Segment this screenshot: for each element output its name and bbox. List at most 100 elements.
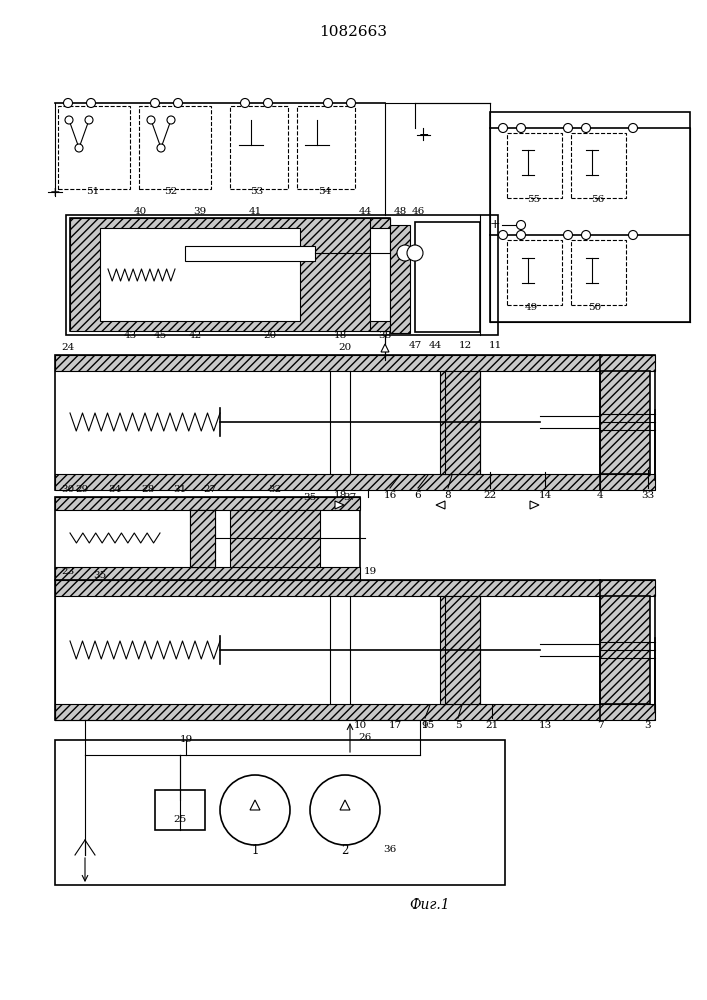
Text: 28: 28 xyxy=(141,486,155,494)
Text: 2: 2 xyxy=(341,844,349,856)
Text: 35: 35 xyxy=(93,570,107,580)
Bar xyxy=(415,222,480,332)
Bar xyxy=(55,580,655,596)
Text: 1082663: 1082663 xyxy=(319,25,387,39)
Text: 26: 26 xyxy=(358,734,372,742)
Bar xyxy=(55,474,655,490)
Text: 8: 8 xyxy=(445,490,451,499)
Polygon shape xyxy=(530,501,539,509)
Text: 31: 31 xyxy=(173,486,187,494)
Bar xyxy=(155,790,205,830)
Text: 1: 1 xyxy=(251,844,259,856)
Text: 36: 36 xyxy=(383,846,397,854)
Text: 18: 18 xyxy=(334,330,346,340)
Text: 29: 29 xyxy=(76,486,88,494)
Text: 40: 40 xyxy=(134,208,146,217)
Text: 56: 56 xyxy=(591,196,604,205)
Text: 4: 4 xyxy=(597,490,603,499)
Circle shape xyxy=(517,231,525,239)
Bar xyxy=(440,371,480,474)
Text: 5: 5 xyxy=(455,720,461,730)
Text: 23: 23 xyxy=(62,568,75,576)
Bar xyxy=(55,497,360,580)
Circle shape xyxy=(346,99,356,107)
Circle shape xyxy=(563,123,573,132)
Polygon shape xyxy=(335,501,344,509)
Circle shape xyxy=(147,116,155,124)
Circle shape xyxy=(264,99,272,107)
Polygon shape xyxy=(250,800,260,810)
Text: 39: 39 xyxy=(194,208,206,217)
Circle shape xyxy=(581,123,590,132)
Bar xyxy=(55,704,655,720)
Bar xyxy=(571,133,626,198)
Circle shape xyxy=(629,123,638,132)
Circle shape xyxy=(220,775,290,845)
Bar xyxy=(390,225,410,333)
Text: 48: 48 xyxy=(393,208,407,217)
Bar xyxy=(370,218,390,331)
Text: 50: 50 xyxy=(588,304,602,312)
Text: 53: 53 xyxy=(250,188,264,196)
Text: 32: 32 xyxy=(269,486,281,494)
Circle shape xyxy=(397,245,413,261)
Text: 20: 20 xyxy=(339,342,351,352)
Text: 24: 24 xyxy=(62,342,75,352)
Text: 13: 13 xyxy=(538,720,551,730)
Circle shape xyxy=(517,123,525,132)
Text: 54: 54 xyxy=(318,188,332,196)
Bar xyxy=(70,218,390,331)
Polygon shape xyxy=(436,501,445,509)
Bar xyxy=(139,106,211,189)
Text: +: + xyxy=(490,219,501,232)
Circle shape xyxy=(151,99,160,107)
Circle shape xyxy=(581,231,590,239)
Circle shape xyxy=(167,116,175,124)
Text: 42: 42 xyxy=(188,330,201,340)
Text: 37: 37 xyxy=(344,492,356,502)
Text: 19: 19 xyxy=(363,568,377,576)
Circle shape xyxy=(498,123,508,132)
Circle shape xyxy=(64,99,73,107)
Circle shape xyxy=(85,116,93,124)
Circle shape xyxy=(407,245,423,261)
Text: 30: 30 xyxy=(62,486,75,494)
Bar xyxy=(230,106,288,189)
Circle shape xyxy=(629,231,638,239)
Bar xyxy=(600,596,650,704)
Text: 22: 22 xyxy=(484,490,496,499)
Circle shape xyxy=(157,144,165,152)
Text: 17: 17 xyxy=(388,720,402,730)
Text: 51: 51 xyxy=(86,188,100,196)
Bar xyxy=(230,510,320,567)
Bar xyxy=(55,355,655,490)
Bar xyxy=(440,596,480,704)
Text: 16: 16 xyxy=(383,490,397,499)
Text: 6: 6 xyxy=(415,490,421,499)
Text: 7: 7 xyxy=(597,720,603,730)
Bar xyxy=(190,510,215,567)
Circle shape xyxy=(86,99,95,107)
Text: 55: 55 xyxy=(527,196,541,205)
Circle shape xyxy=(324,99,332,107)
Text: 49: 49 xyxy=(525,304,537,312)
Bar xyxy=(600,371,650,474)
Text: 9: 9 xyxy=(421,720,428,730)
Text: 33: 33 xyxy=(641,490,655,499)
Circle shape xyxy=(240,99,250,107)
Text: −: − xyxy=(419,128,429,141)
Text: 20: 20 xyxy=(264,330,276,340)
Text: 10: 10 xyxy=(354,720,367,730)
Bar xyxy=(58,106,130,189)
Bar xyxy=(55,740,505,885)
Text: 44: 44 xyxy=(358,208,372,217)
Circle shape xyxy=(65,116,73,124)
Text: 15: 15 xyxy=(421,720,435,730)
Text: 45: 45 xyxy=(153,330,167,340)
Text: 52: 52 xyxy=(164,188,177,196)
Circle shape xyxy=(563,231,573,239)
Text: 11: 11 xyxy=(489,340,502,350)
Bar xyxy=(185,246,315,261)
Bar xyxy=(507,133,562,198)
Bar xyxy=(55,567,360,580)
